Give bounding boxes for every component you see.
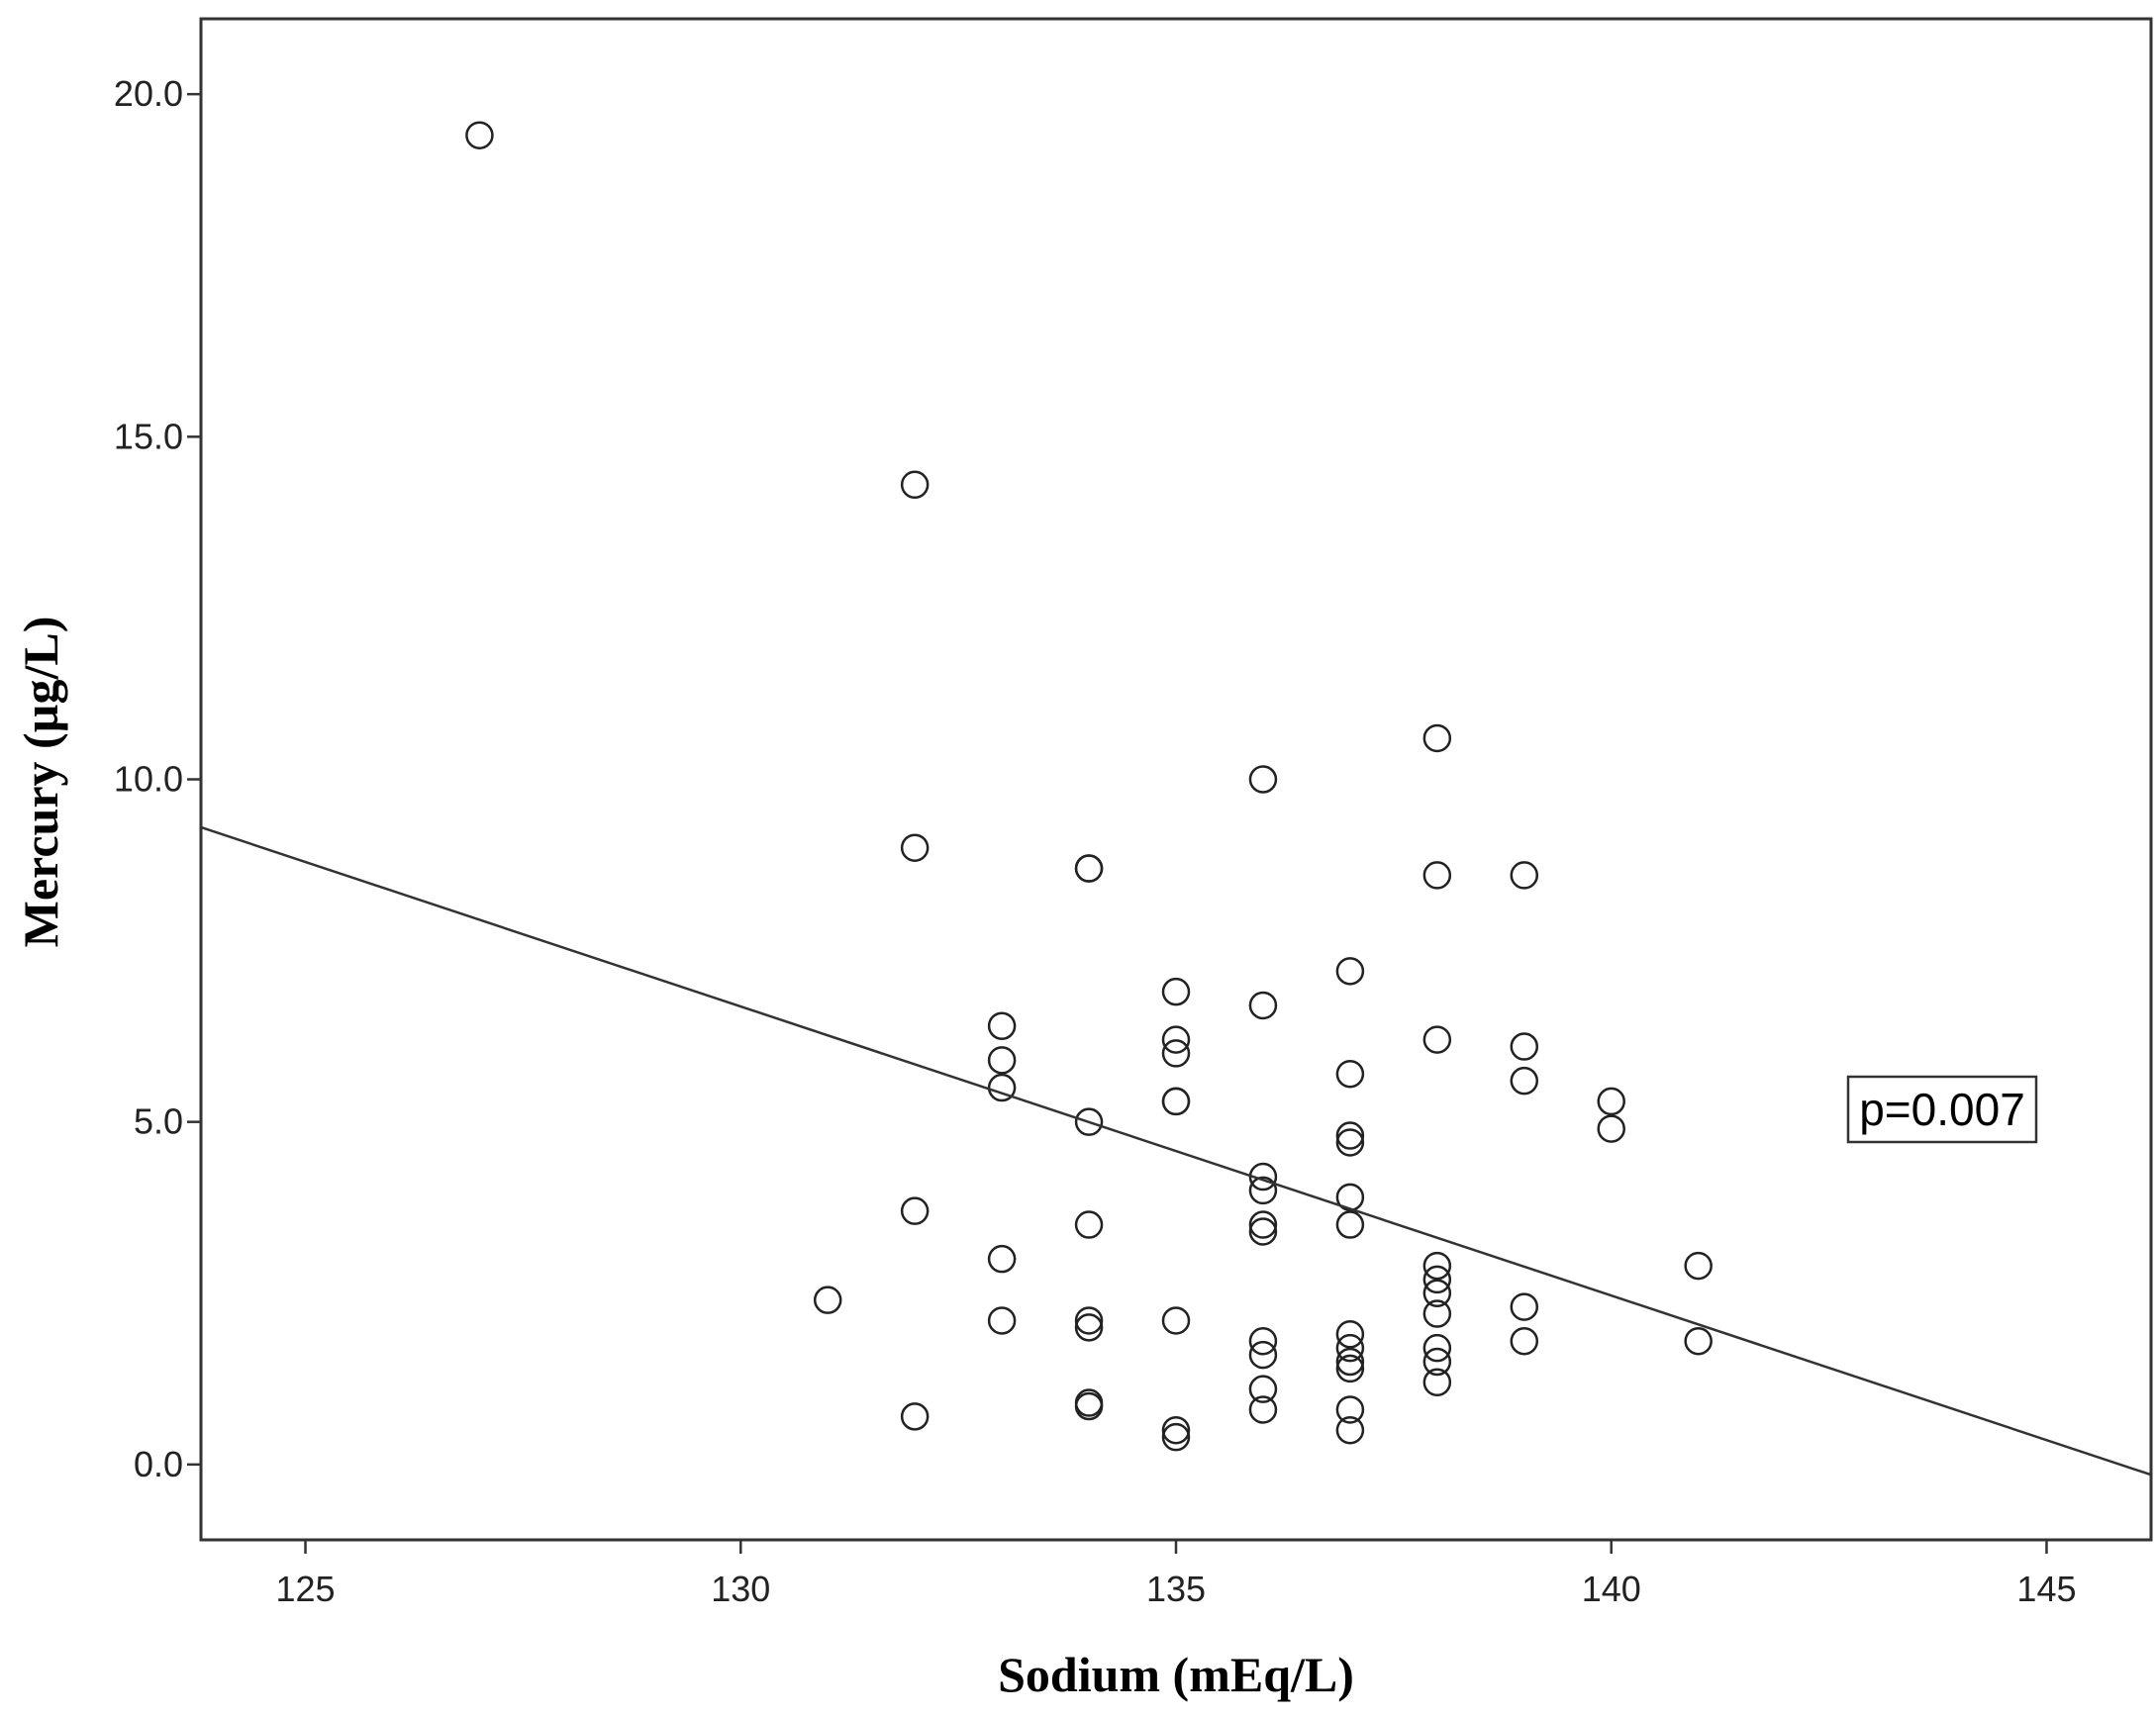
scatter-point [1074, 1107, 1104, 1136]
scatter-point [1074, 1313, 1104, 1342]
scatter-point [1074, 1306, 1104, 1335]
scatter-point [1161, 1039, 1191, 1068]
scatter-point [1248, 1210, 1278, 1239]
scatter-point [1422, 1347, 1452, 1377]
scatter-point [1335, 1354, 1365, 1383]
scatter-point [1597, 1087, 1625, 1116]
scatter-point [1074, 854, 1104, 883]
scatter-point [1510, 1032, 1539, 1061]
scatter-point [1074, 1391, 1104, 1421]
scatter-point [1335, 1121, 1365, 1150]
x-tick-label: 145 [2016, 1569, 2076, 1609]
scatter-point [1422, 1299, 1452, 1328]
y-axis-title: Mercury (µg/L) [13, 617, 68, 948]
scatter-point [1248, 765, 1278, 794]
x-axis: 125 130 135 140 145 [275, 1540, 2077, 1609]
scatter-point [1422, 1251, 1452, 1281]
scatter-point [987, 1046, 1017, 1075]
scatter-point [1510, 1292, 1539, 1321]
y-tick-label: 5.0 [134, 1101, 183, 1142]
scatter-point [987, 1011, 1017, 1040]
scatter-point [1597, 1114, 1625, 1143]
scatter-point [1510, 1066, 1539, 1096]
y-axis: 0.0 5.0 10.0 15.0 20.0 [114, 73, 201, 1484]
scatter-point [1422, 723, 1452, 753]
annotation-frame [1846, 1075, 2038, 1144]
scatter-point [1684, 1326, 1713, 1356]
y-tick-label: 20.0 [114, 73, 183, 114]
p-value-annotation: p=0.007 [1859, 1084, 2025, 1135]
y-tick-label: 15.0 [114, 416, 183, 456]
scatter-point [987, 1306, 1017, 1335]
scatter-point [900, 1196, 930, 1225]
scatter-point [900, 833, 930, 862]
data-points [465, 121, 1713, 1452]
scatter-point [1161, 1025, 1191, 1054]
scatter-point [1335, 1395, 1365, 1424]
scatter-point [1161, 1306, 1191, 1335]
plot-frame [199, 17, 2153, 1542]
scatter-point [1248, 1326, 1278, 1356]
scatter-point [900, 1402, 930, 1431]
scatter-point [1510, 861, 1539, 890]
scatter-point [1248, 1395, 1278, 1424]
scatter-point [1422, 861, 1452, 890]
scatter-point [1248, 1176, 1278, 1205]
scatter-point [1248, 1375, 1278, 1403]
scatter-point [1074, 1210, 1104, 1239]
scatter-point [465, 121, 494, 149]
annotation-box: p=0.007 [1846, 1075, 2038, 1144]
scatter-point [1335, 1320, 1365, 1349]
scatter-point [987, 1244, 1017, 1274]
scatter-point [1161, 977, 1191, 1006]
scatter-point [1422, 1279, 1452, 1308]
scatter-point [1684, 1251, 1713, 1281]
scatter-point [900, 470, 930, 500]
scatter-point [1248, 991, 1278, 1020]
y-tick-label: 0.0 [134, 1444, 183, 1484]
scatter-point [1335, 1128, 1365, 1157]
scatter-point [1335, 1210, 1365, 1239]
x-tick-label: 135 [1146, 1569, 1206, 1609]
scatter-point [1422, 1025, 1452, 1054]
scatter-point [1161, 1087, 1191, 1116]
scatter-point [1335, 1333, 1365, 1363]
scatter-point [1248, 1217, 1278, 1246]
y-tick-label: 10.0 [114, 759, 183, 800]
scatter-point [1335, 957, 1365, 986]
x-axis-title: Sodium (mEq/L) [998, 1647, 1354, 1702]
scatter-point [1161, 1422, 1191, 1452]
scatter-point [1161, 1415, 1191, 1445]
scatter-point [1248, 1340, 1278, 1370]
scatter-point [1335, 1347, 1365, 1377]
x-tick-label: 130 [711, 1569, 770, 1609]
scatter-point [1422, 1333, 1452, 1363]
scatter-point [1422, 1368, 1452, 1397]
scatter-point [1422, 1265, 1452, 1294]
scatter-point [1335, 1415, 1365, 1445]
regression-line [200, 825, 2152, 1477]
x-tick-label: 140 [1582, 1569, 1641, 1609]
scatter-point [813, 1286, 842, 1314]
scatter-point [1510, 1326, 1539, 1356]
x-tick-label: 125 [275, 1569, 335, 1609]
scatter-point [1335, 1059, 1365, 1089]
